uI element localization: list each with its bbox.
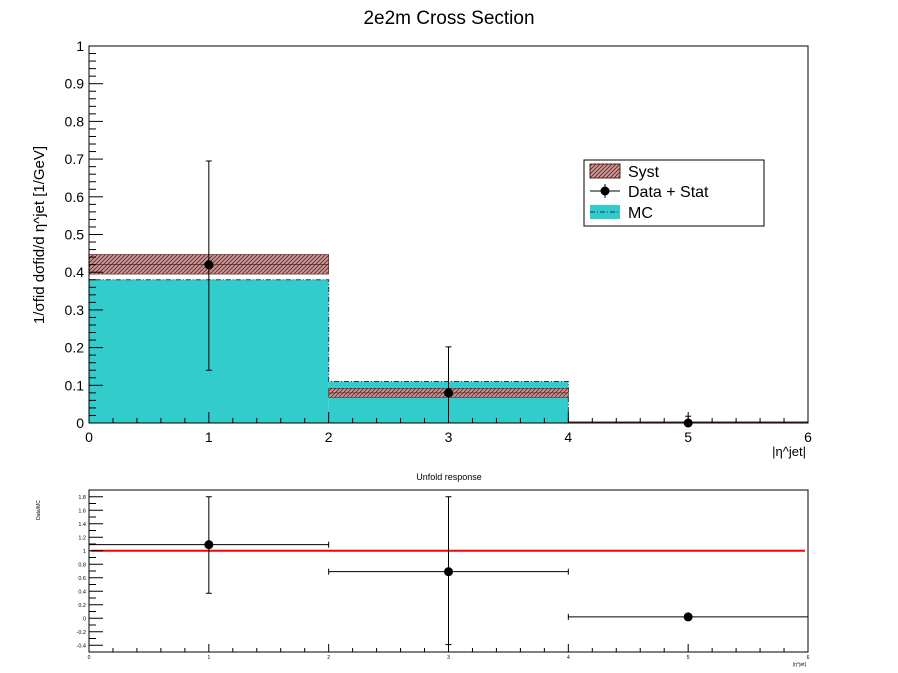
main-y-tick-label: 0: [76, 415, 84, 431]
main-y-tick-label: 0.2: [65, 340, 85, 356]
ratio-axes: 0 1 2 3 4 5 6 -0.4 -0.2 0 0.2 0.4 0.6 0.8 1 1.2 1.4 1.6 1.…: [77, 489, 810, 661]
main-y-tick-label: 0.7: [65, 151, 85, 167]
ratio-y-axis-label: Data/MC: [36, 500, 42, 520]
ratio-y-tick-label: 1.4: [78, 522, 86, 528]
ratio-y-tick-label: 0.4: [78, 589, 86, 595]
legend-syst-label: Syst: [628, 164, 660, 181]
main-y-axis-label-text: 1/σfid dσfid/d η^jet [1/GeV]: [31, 146, 48, 324]
ratio-x-tick-label: 6: [807, 655, 810, 661]
ratio-x-tick-label: 1: [207, 655, 210, 661]
main-data-layer: [88, 160, 808, 428]
legend-mc-label: MC: [628, 205, 653, 222]
legend-syst-swatch: [589, 163, 621, 179]
ratio-x-tick-label: 0: [88, 655, 91, 661]
main-y-tick-label: 0.3: [65, 302, 85, 318]
ratio-x-tick-label: 5: [687, 655, 690, 661]
ratio-plot: 0 1 2 3 4 5 6 -0.4 -0.2 0 0.2 0.4 0.6 0.8 1 1.2 1.4 1.6 1.…: [77, 489, 810, 661]
ratio-data-layer: [88, 496, 809, 646]
ratio-title: Unfold response: [416, 472, 482, 482]
ratio-y-tick-label: 1.8: [78, 495, 86, 501]
main-axes: 0 1 2 3 4 5 6 0 0.1 0.2 0.3 0.4 0.5 0.6 0.7 0.8 0.9 1: [65, 38, 813, 445]
ratio-y-tick-label: -0.2: [77, 630, 86, 636]
main-y-tick-label: 0.9: [65, 76, 85, 92]
main-x-axis-label: |η^jet|: [772, 444, 806, 459]
ratio-y-tick-label: 1.2: [78, 535, 86, 541]
legend-data-label: Data + Stat: [628, 184, 709, 201]
main-plot: 0 1 2 3 4 5 6 0 0.1 0.2 0.3 0.4 0.5 0.6 0.7 0.8 0.9 1: [65, 38, 813, 445]
ratio-point-2: [683, 612, 693, 622]
main-x-tick-label: 4: [564, 429, 572, 445]
main-y-tick-label: 0.1: [65, 377, 85, 393]
main-y-tick-label: 0.5: [65, 227, 85, 243]
data-point-1: [444, 388, 453, 398]
legend: Syst Data + Stat MC: [583, 159, 765, 227]
ratio-y-tick-label: 0: [83, 616, 86, 622]
main-x-tick-label: 2: [325, 429, 333, 445]
legend-data-marker: [600, 186, 610, 196]
ratio-x-tick-label: 2: [327, 655, 330, 661]
data-point-0: [204, 260, 214, 270]
main-y-tick-label: 1: [76, 38, 84, 54]
main-title: 2e2m Cross Section: [363, 8, 534, 29]
main-y-tick-label: 0.8: [65, 113, 85, 129]
main-x-tick-label: 3: [445, 429, 453, 445]
ratio-x-axis-label: |η^jet|: [793, 662, 806, 668]
main-y-tick-label: 0.4: [65, 264, 85, 280]
ratio-y-tick-label: 0.8: [78, 562, 86, 568]
ratio-point-0: [204, 540, 214, 550]
ratio-y-tick-label: 1: [83, 549, 86, 555]
main-x-tick-label: 0: [85, 429, 93, 445]
ratio-y-tick-label: -0.4: [77, 643, 86, 649]
main-x-tick-label: 6: [804, 429, 812, 445]
main-y-axis-label: 1/σfid dσfid/d η^jet [1/GeV]: [31, 146, 48, 324]
ratio-x-tick-label: 4: [567, 655, 570, 661]
ratio-y-tick-label: 0.2: [78, 603, 86, 609]
ratio-y-tick-label: 0.6: [78, 576, 86, 582]
main-x-tick-label: 5: [684, 429, 692, 445]
ratio-x-tick-label: 3: [447, 655, 450, 661]
main-y-tick-label: 0.6: [65, 189, 85, 205]
ratio-y-tick-label: 1.6: [78, 508, 86, 514]
main-x-tick-label: 1: [205, 429, 213, 445]
ratio-point-1: [444, 567, 453, 577]
